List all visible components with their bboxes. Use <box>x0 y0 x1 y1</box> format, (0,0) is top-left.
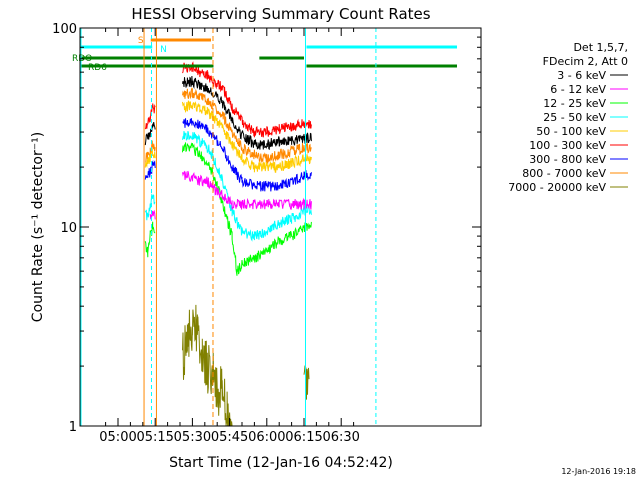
legend-header: FDecim 2, Att 0 <box>543 55 628 68</box>
chart-title: HESSI Observing Summary Count Rates <box>131 5 430 23</box>
x-tick-label: 06:00 <box>248 430 285 445</box>
legend-entry-label: 50 - 100 keV <box>536 125 606 138</box>
x-tick-label: 05:45 <box>211 430 248 445</box>
legend-entry-label: 6 - 12 keV <box>550 83 606 96</box>
x-tick-label: 05:30 <box>174 430 211 445</box>
series-line <box>144 100 312 174</box>
legend-entry-label: 3 - 6 keV <box>557 69 606 82</box>
x-tick-label: 06:15 <box>285 430 322 445</box>
annotation-label: S <box>138 36 144 46</box>
legend-entry-label: 300 - 800 keV <box>529 153 606 166</box>
plot-frame <box>79 27 482 427</box>
y-tick-label: 1 <box>69 420 77 435</box>
axis-layer: 05:00 05:15 05:30 05:45 06:00 06:15 06:30 1 10 10… <box>52 22 481 445</box>
annotation-label: RD6 <box>88 63 107 73</box>
legend-entry-label: 7000 - 20000 keV <box>508 181 606 194</box>
data-layer <box>144 61 312 427</box>
series-line <box>144 142 312 276</box>
y-axis-label: Count Rate (s⁻¹ detector⁻¹) <box>30 132 46 322</box>
series-line <box>145 87 312 164</box>
series-line <box>182 304 310 427</box>
x-tick-label: 05:00 <box>99 430 136 445</box>
legend-entry-label: 25 - 50 keV <box>543 111 606 124</box>
x-tick-label: 06:30 <box>322 430 359 445</box>
series-line <box>144 130 312 242</box>
y-tick-label: 10 <box>60 221 77 236</box>
legend-header: Det 1,5,7, <box>573 41 628 54</box>
x-axis-label: Start Time (12-Jan-16 04:52:42) <box>169 455 393 471</box>
legend-entry-label: 800 - 7000 keV <box>522 167 606 180</box>
annotation-label: N <box>160 45 167 55</box>
footer-timestamp: 12-Jan-2016 19:18 <box>561 467 636 476</box>
series-line <box>149 170 312 220</box>
series-line <box>144 61 312 138</box>
y-tick-label: 100 <box>52 22 77 37</box>
legend-entry-label: 100 - 300 keV <box>529 139 606 152</box>
x-tick-label: 05:15 <box>136 430 173 445</box>
legend-entry-label: 12 - 25 keV <box>543 97 606 110</box>
series-line <box>144 118 312 192</box>
series-line <box>144 75 312 151</box>
